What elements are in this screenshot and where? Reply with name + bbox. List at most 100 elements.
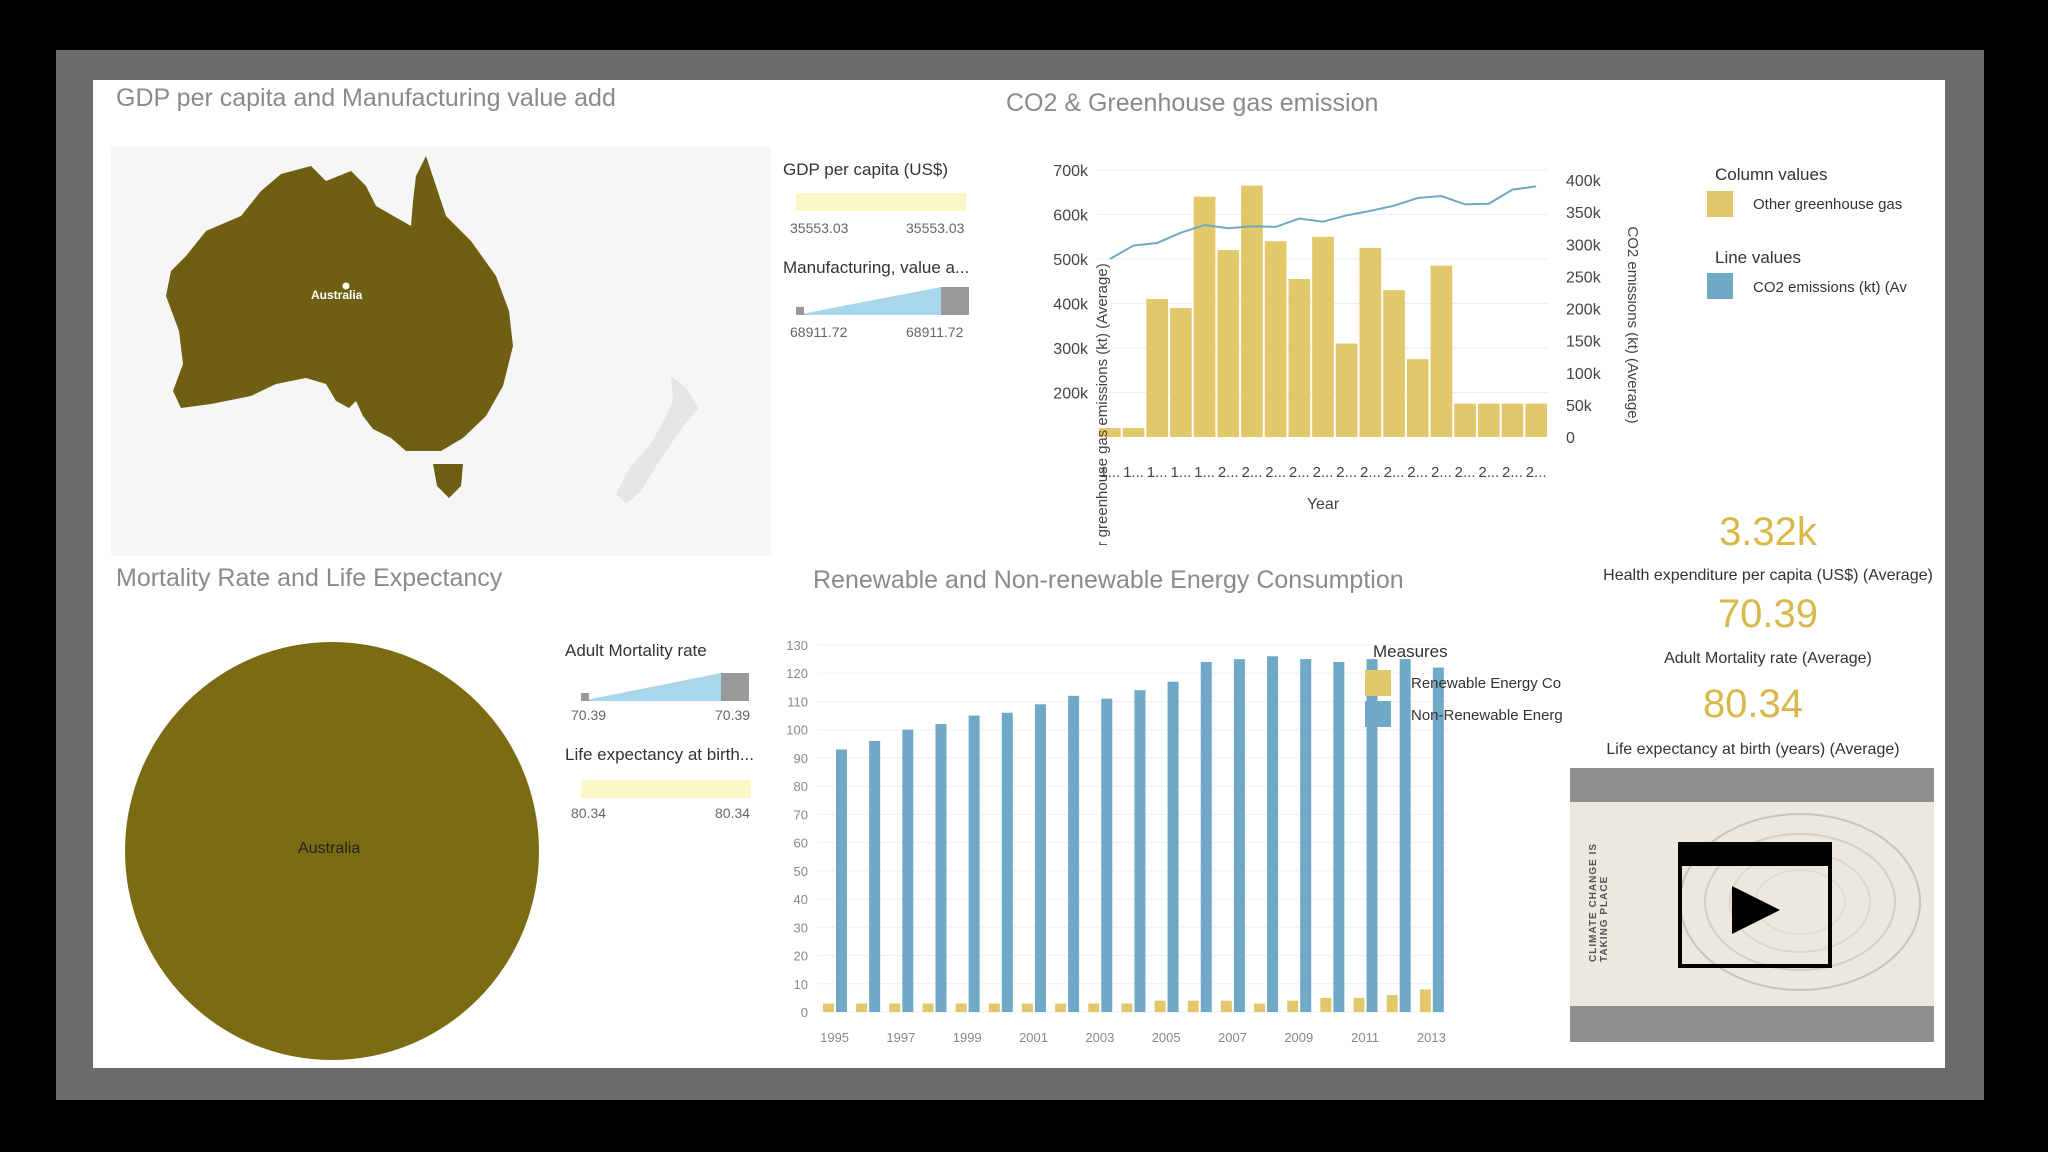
- energy-bar-renewable: [988, 1003, 1000, 1012]
- co2-legend-line-item: CO2 emissions (kt) (Av: [1753, 279, 1907, 296]
- gdp-legend-title: GDP per capita (US$): [783, 160, 949, 179]
- co2-xtick: 2...: [1384, 464, 1405, 481]
- co2-xtick: 2...: [1478, 464, 1499, 481]
- co2-bar: [1477, 403, 1500, 437]
- mortality-panel-title: Mortality Rate and Life Expectancy: [116, 564, 503, 592]
- co2-bar: [1335, 343, 1358, 437]
- australia-map[interactable]: Australia: [111, 146, 771, 556]
- co2-bar: [1501, 403, 1524, 437]
- co2-legend-column-item: Other greenhouse gas: [1753, 196, 1903, 213]
- energy-xtick: 2013: [1417, 1030, 1446, 1045]
- co2-xtick: 2...: [1502, 464, 1523, 481]
- energy-bar-renewable: [955, 1003, 967, 1012]
- energy-ytick: 60: [794, 836, 808, 851]
- energy-bar-renewable: [1287, 1000, 1299, 1012]
- co2-xtick: 2...: [1360, 464, 1381, 481]
- gdp-legend-max: 35553.03: [906, 220, 965, 236]
- co2-xtick: 2...: [1336, 464, 1357, 481]
- energy-ytick: 0: [801, 1005, 808, 1020]
- energy-bar-nonrenewable: [1034, 704, 1046, 1012]
- play-icon: [1732, 886, 1780, 934]
- co2-ytick-left: 200k: [1053, 386, 1089, 403]
- energy-bar-nonrenewable: [1101, 698, 1113, 1012]
- energy-ytick: 120: [786, 666, 808, 681]
- energy-bar-nonrenewable: [1068, 695, 1080, 1012]
- play-button[interactable]: [1678, 842, 1832, 968]
- energy-ytick: 20: [794, 949, 808, 964]
- energy-legend-nonrenewable-swatch: [1365, 701, 1391, 727]
- co2-legend-column-title: Column values: [1715, 165, 1828, 184]
- co2-bar: [1122, 428, 1145, 437]
- co2-xtick: 2...: [1218, 464, 1239, 481]
- gdp-panel-title: GDP per capita and Manufacturing value a…: [116, 84, 616, 112]
- co2-ytick-right: 0: [1566, 430, 1575, 447]
- energy-bar-renewable: [823, 1003, 834, 1012]
- energy-bar-nonrenewable: [968, 715, 980, 1012]
- energy-xtick: 2011: [1351, 1030, 1379, 1045]
- australia-circle[interactable]: [125, 642, 539, 1060]
- energy-bar-renewable: [1121, 1003, 1133, 1012]
- dashboard-canvas: GDP per capita and Manufacturing value a…: [93, 80, 1945, 1068]
- energy-legend-title: Measures: [1373, 642, 1448, 661]
- play-button-bar: [1682, 846, 1828, 866]
- life-legend-min: 80.34: [571, 805, 607, 821]
- co2-legend-line-title: Line values: [1715, 248, 1802, 267]
- co2-bar: [1146, 299, 1169, 437]
- energy-ytick: 10: [794, 977, 808, 992]
- energy-xtick: 2009: [1284, 1030, 1313, 1045]
- mort-legend-max: 70.39: [715, 707, 751, 723]
- co2-ytick-right: 100k: [1566, 366, 1602, 383]
- co2-bar: [1099, 428, 1121, 437]
- energy-bar-renewable: [1254, 1003, 1266, 1012]
- co2-bar: [1193, 196, 1216, 437]
- co2-xtick: 1...: [1170, 464, 1191, 481]
- co2-bar: [1359, 247, 1382, 437]
- energy-bar-renewable: [1419, 989, 1431, 1012]
- co2-xtick: 2...: [1289, 464, 1310, 481]
- video-poster: CLIMATE CHANGE IS TAKING PLACE: [1570, 802, 1934, 1006]
- co2-ytick-right: 50k: [1566, 398, 1593, 415]
- tasmania-shape: [433, 464, 463, 498]
- co2-ytick-right: 400k: [1566, 173, 1602, 190]
- co2-legend-column-swatch: [1707, 191, 1733, 217]
- co2-chart[interactable]: 700k 600k 500k 400k 300k 200k 400k 350k 300k 250k…: [998, 145, 1638, 545]
- energy-bar-renewable: [889, 1003, 901, 1012]
- energy-legend-renewable: Renewable Energy Co: [1411, 675, 1562, 692]
- co2-legend-line-swatch: [1707, 273, 1733, 299]
- life-legend-max: 80.34: [715, 805, 751, 821]
- energy-bar-nonrenewable: [1366, 659, 1378, 1012]
- energy-bar-nonrenewable: [1233, 659, 1245, 1012]
- life-legend-title: Life expectancy at birth...: [565, 745, 754, 764]
- co2-xtick: 2...: [1407, 464, 1428, 481]
- energy-bar-nonrenewable: [1432, 667, 1444, 1012]
- energy-bar-renewable: [1088, 1003, 1100, 1012]
- energy-bar-nonrenewable: [869, 740, 881, 1012]
- energy-bar-renewable: [1021, 1003, 1033, 1012]
- energy-bar-renewable: [1154, 1000, 1166, 1012]
- energy-xtick: 1999: [953, 1030, 982, 1045]
- co2-xtick: 2...: [1455, 464, 1476, 481]
- energy-ytick: 40: [794, 892, 808, 907]
- co2-xtick: 1...: [1099, 464, 1120, 481]
- circle-country-label: Australia: [298, 840, 361, 857]
- energy-bar-nonrenewable: [1399, 659, 1411, 1012]
- co2-ytick-right: 200k: [1566, 302, 1602, 319]
- energy-legend-nonrenewable: Non-Renewable Energ: [1411, 707, 1563, 724]
- energy-xtick: 2003: [1085, 1030, 1114, 1045]
- energy-bar-nonrenewable: [935, 724, 947, 1012]
- energy-ytick: 30: [794, 920, 808, 935]
- video-player[interactable]: CLIMATE CHANGE IS TAKING PLACE: [1570, 768, 1934, 1042]
- energy-bar-renewable: [1055, 1003, 1067, 1012]
- energy-bar-nonrenewable: [1001, 712, 1013, 1012]
- gdp-legend-bar: [796, 193, 966, 211]
- co2-xtick: 2...: [1313, 464, 1334, 481]
- co2-bar: [1312, 236, 1334, 437]
- australia-shape: [166, 156, 513, 451]
- energy-chart[interactable]: 0 10 20 30 40 50 60 70 80 90 100 110 120 130 1995 1997 1…: [763, 625, 1453, 1065]
- mort-legend-min: 70.39: [571, 707, 607, 723]
- kpi-health-label: Health expenditure per capita (US$) (Ave…: [1603, 567, 1933, 584]
- co2-bar: [1525, 403, 1547, 437]
- energy-xtick: 1995: [820, 1030, 849, 1045]
- mort-legend-wedge: [581, 673, 749, 701]
- energy-legend-renewable-swatch: [1365, 670, 1391, 696]
